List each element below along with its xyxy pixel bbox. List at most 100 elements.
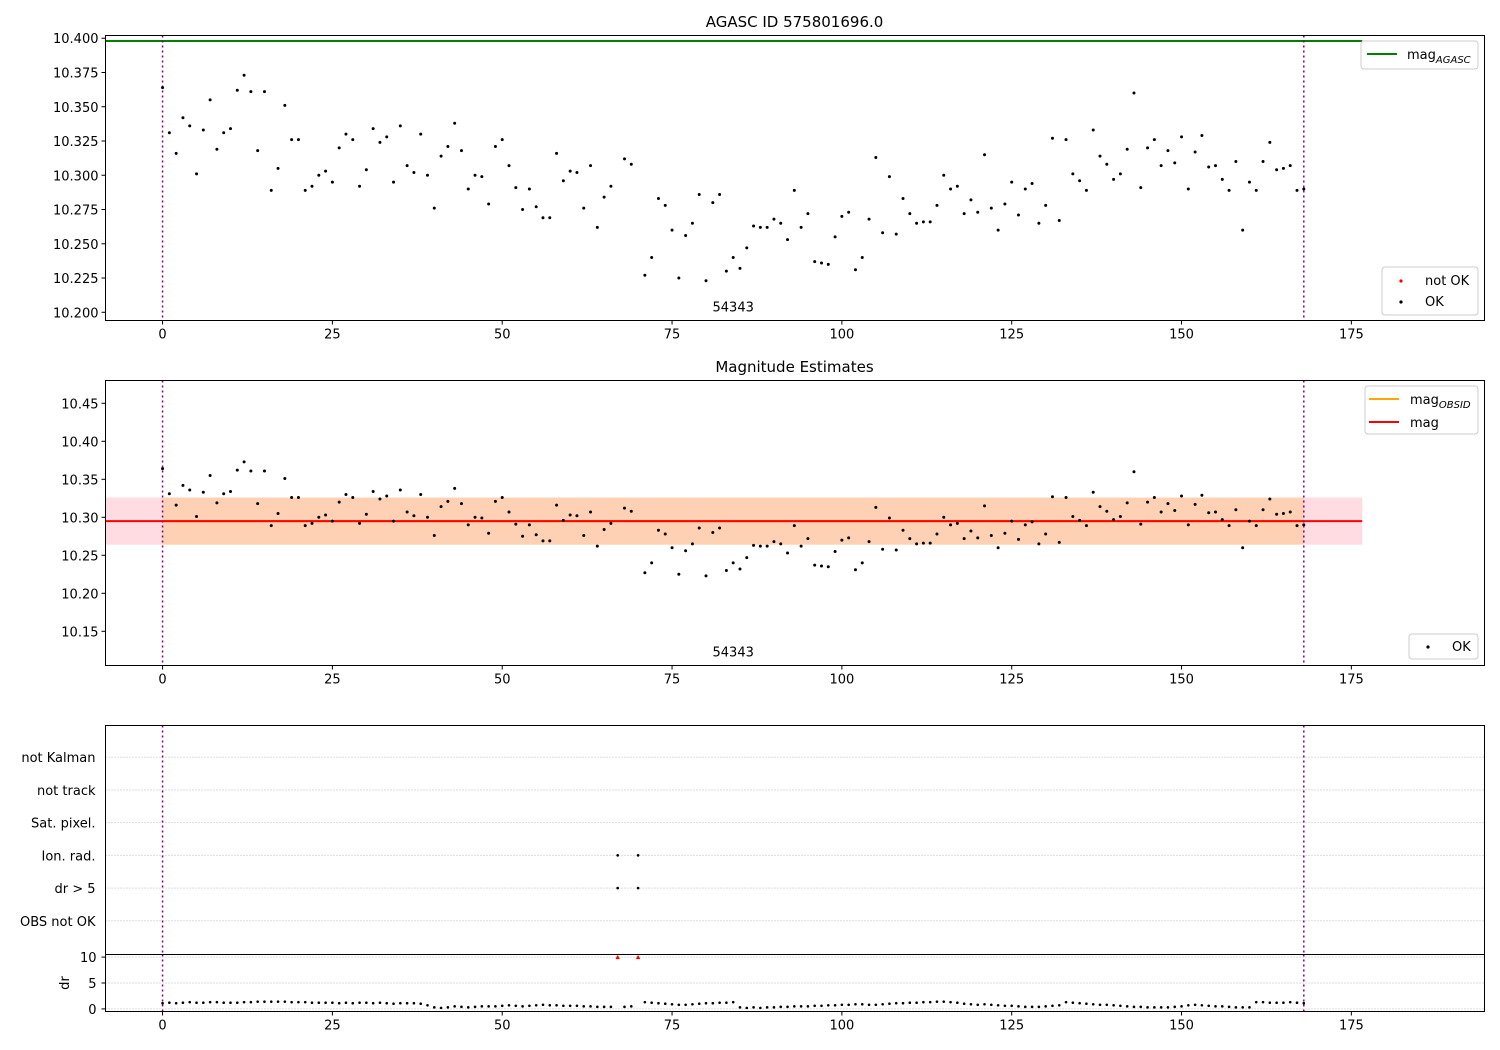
y-tick-label: 10.275 bbox=[53, 204, 99, 219]
ok-point bbox=[786, 551, 790, 555]
dr-point bbox=[1071, 1001, 1075, 1004]
dr-point bbox=[1112, 1003, 1115, 1007]
legend-subscript-agasc: AGASC bbox=[1435, 55, 1471, 66]
ok-point bbox=[955, 521, 959, 525]
dr-point bbox=[1241, 1006, 1244, 1009]
dr-point bbox=[269, 1000, 273, 1003]
ok-point bbox=[779, 221, 783, 225]
ok-point bbox=[541, 216, 545, 220]
ok-point bbox=[364, 512, 368, 516]
dr-point bbox=[548, 1003, 552, 1007]
dr-point bbox=[949, 1000, 952, 1004]
dr-point bbox=[799, 1005, 803, 1008]
legend-label-ok-middle: OK bbox=[1452, 640, 1471, 655]
ok-point bbox=[561, 179, 565, 183]
dr-point bbox=[378, 1001, 382, 1004]
dr-point bbox=[1275, 1001, 1278, 1004]
y-tick-label: 10.40 bbox=[61, 435, 98, 450]
flag-label: OBS not OK bbox=[20, 915, 96, 930]
ok-point bbox=[405, 164, 409, 168]
ok-point bbox=[296, 496, 300, 500]
dr-point bbox=[521, 1005, 524, 1008]
ok-point bbox=[792, 524, 796, 528]
dr-point bbox=[1085, 1002, 1088, 1006]
ok-point bbox=[555, 503, 559, 507]
dr-point bbox=[901, 1001, 905, 1005]
ok-point bbox=[330, 180, 334, 184]
y-tick-label: 10.25 bbox=[61, 549, 98, 564]
ok-point bbox=[487, 202, 491, 206]
flags-panel: not Kalman not track Sat. pixel. Ion. rad. d… bbox=[20, 725, 1485, 955]
legend-marker-not-ok bbox=[1399, 279, 1403, 283]
ok-point bbox=[765, 225, 769, 229]
ok-point bbox=[453, 121, 457, 125]
ok-point bbox=[786, 238, 790, 242]
dr-point bbox=[1214, 1005, 1217, 1008]
ok-point bbox=[1220, 518, 1224, 522]
ok-point bbox=[1241, 228, 1245, 232]
ok-point bbox=[1023, 523, 1027, 527]
ok-point bbox=[1030, 520, 1034, 524]
ok-point bbox=[344, 132, 348, 136]
x-tick-label: 0 bbox=[158, 1019, 166, 1034]
dr-point bbox=[922, 1000, 925, 1004]
ok-point bbox=[996, 228, 1000, 232]
dr-point bbox=[439, 1006, 443, 1010]
ok-point bbox=[242, 73, 246, 77]
ok-point bbox=[534, 205, 538, 209]
ok-point bbox=[174, 503, 178, 507]
legend-agasc: magAGASC bbox=[1360, 40, 1479, 70]
ok-point bbox=[765, 544, 769, 548]
dr-point bbox=[229, 1001, 232, 1004]
ok-point bbox=[222, 492, 226, 496]
legend-label-ok: OK bbox=[1425, 295, 1444, 310]
dr-point bbox=[426, 1003, 429, 1007]
dr-point bbox=[596, 1005, 599, 1009]
dr-point bbox=[1132, 1005, 1136, 1009]
ok-point bbox=[894, 548, 898, 552]
ok-point bbox=[208, 474, 212, 477]
ok-point bbox=[996, 546, 1000, 550]
dr-point bbox=[256, 1000, 259, 1003]
ok-point bbox=[392, 180, 396, 184]
ok-point bbox=[575, 171, 579, 175]
dr-point bbox=[657, 1001, 660, 1005]
ok-point bbox=[1268, 497, 1272, 501]
dr-point bbox=[235, 1001, 239, 1004]
ok-point bbox=[1091, 490, 1095, 494]
ok-point bbox=[1050, 495, 1054, 499]
ok-point bbox=[1227, 188, 1231, 192]
ok-point bbox=[1268, 140, 1272, 144]
ok-point bbox=[609, 521, 613, 525]
ok-point bbox=[1200, 493, 1204, 497]
ok-point bbox=[853, 268, 857, 272]
ok-point bbox=[650, 561, 654, 565]
ok-point bbox=[500, 496, 504, 500]
dr-point bbox=[1023, 1005, 1027, 1009]
ok-point bbox=[887, 516, 891, 520]
ok-point bbox=[201, 490, 205, 494]
ok-point bbox=[1125, 501, 1129, 505]
ok-point bbox=[466, 523, 470, 527]
ok-point bbox=[1016, 213, 1020, 217]
ok-point bbox=[1213, 164, 1217, 168]
ok-point bbox=[1261, 508, 1265, 512]
ok-point bbox=[527, 187, 531, 191]
ok-point bbox=[1207, 511, 1211, 515]
chart-title-middle: Magnitude Estimates bbox=[715, 358, 873, 376]
x-tick-label: 25 bbox=[324, 673, 341, 688]
ok-point bbox=[589, 164, 593, 168]
y-tick-label: 10.35 bbox=[61, 473, 98, 488]
flag-marker bbox=[616, 886, 619, 890]
ok-point bbox=[908, 537, 912, 541]
ok-point bbox=[283, 477, 287, 481]
ok-point bbox=[901, 528, 905, 532]
dr-point bbox=[562, 1004, 565, 1008]
dr-point bbox=[759, 1006, 762, 1010]
ok-point bbox=[1152, 138, 1156, 142]
ok-point bbox=[303, 524, 307, 528]
ok-point bbox=[989, 534, 993, 538]
ok-point bbox=[1071, 515, 1075, 519]
x-tick-label: 175 bbox=[1339, 673, 1364, 688]
